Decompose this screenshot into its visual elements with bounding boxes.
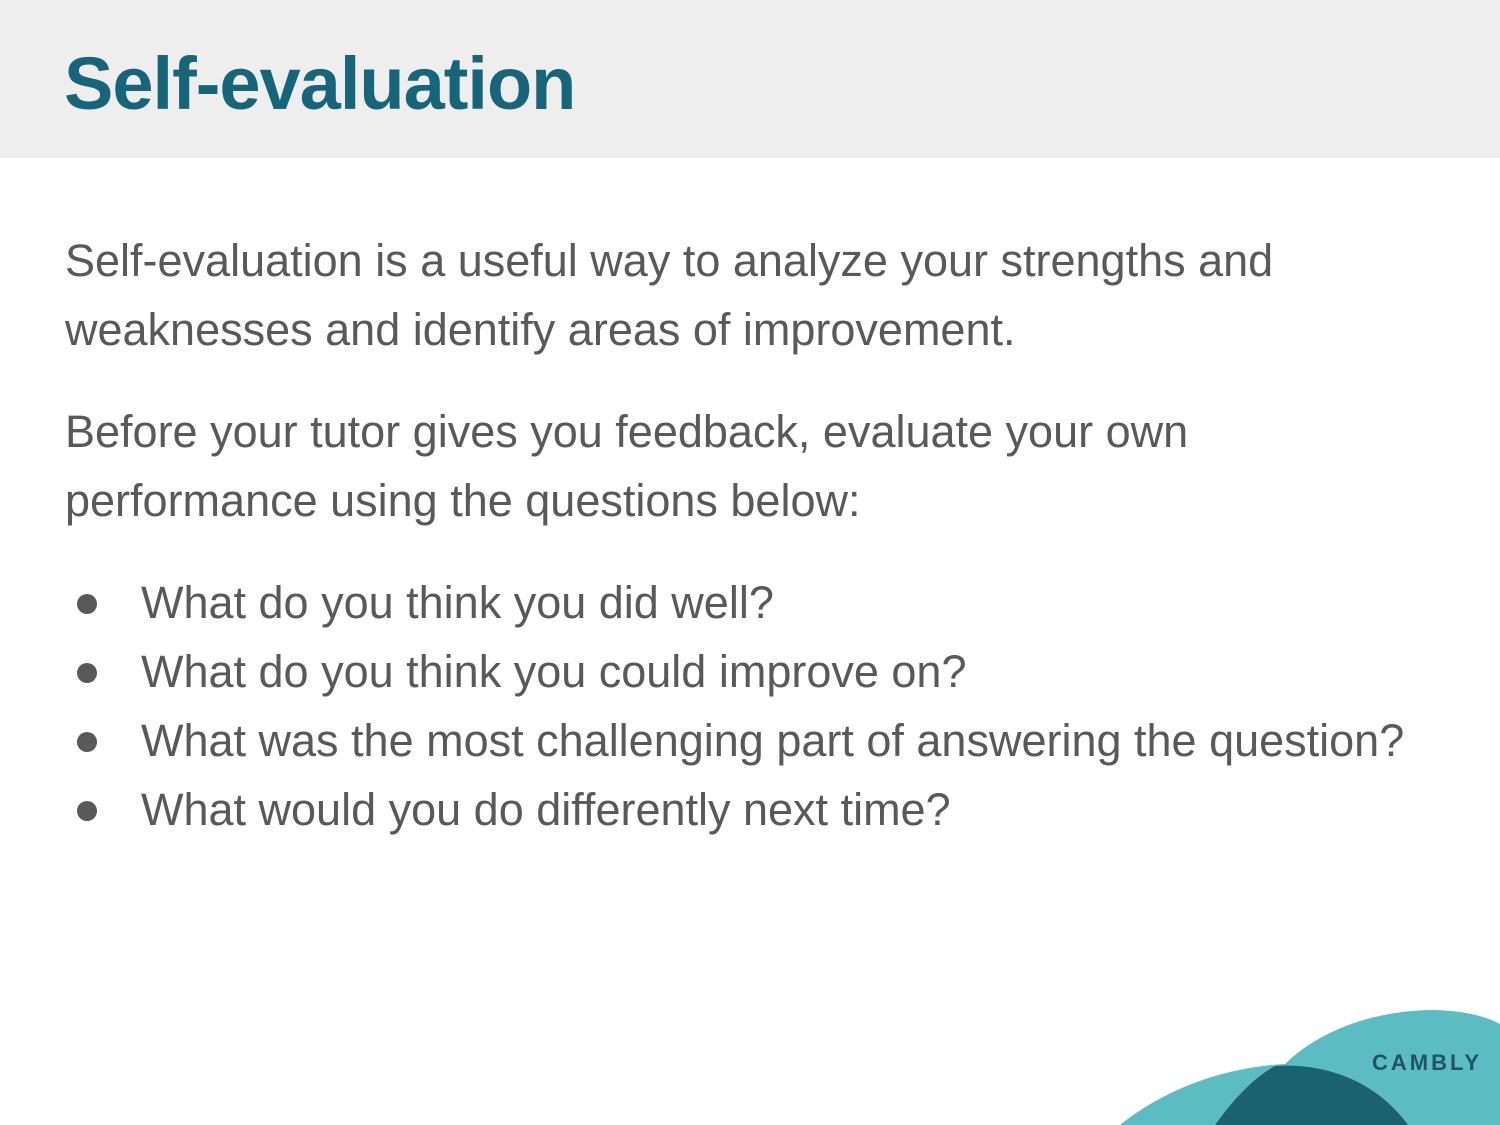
slide-content: Self-evaluation is a useful way to analy… xyxy=(65,226,1445,844)
list-item: What do you think you could improve on? xyxy=(65,637,1445,706)
slide-title: Self-evaluation xyxy=(64,42,576,125)
title-bar: Self-evaluation xyxy=(0,0,1500,158)
question-text: What was the most challenging part of an… xyxy=(141,715,1405,766)
list-item: What was the most challenging part of an… xyxy=(65,706,1445,775)
question-text: What do you think you could improve on? xyxy=(141,646,967,697)
bullet-icon xyxy=(77,594,97,614)
bullet-icon xyxy=(77,663,97,683)
bullet-icon xyxy=(77,801,97,821)
intro-paragraph: Self-evaluation is a useful way to analy… xyxy=(65,235,1274,355)
bullet-icon xyxy=(77,732,97,752)
question-text: What do you think you did well? xyxy=(141,577,774,628)
list-item: What do you think you did well? xyxy=(65,568,1445,637)
question-text: What would you do differently next time? xyxy=(141,784,951,835)
dark-wave-shape xyxy=(1215,1065,1408,1125)
instruction-paragraph: Before your tutor gives you feedback, ev… xyxy=(65,406,1189,526)
question-list: What do you think you did well? What do … xyxy=(65,568,1445,844)
cambly-logo: CAMBLY xyxy=(1372,1050,1483,1075)
list-item: What would you do differently next time? xyxy=(65,775,1445,844)
